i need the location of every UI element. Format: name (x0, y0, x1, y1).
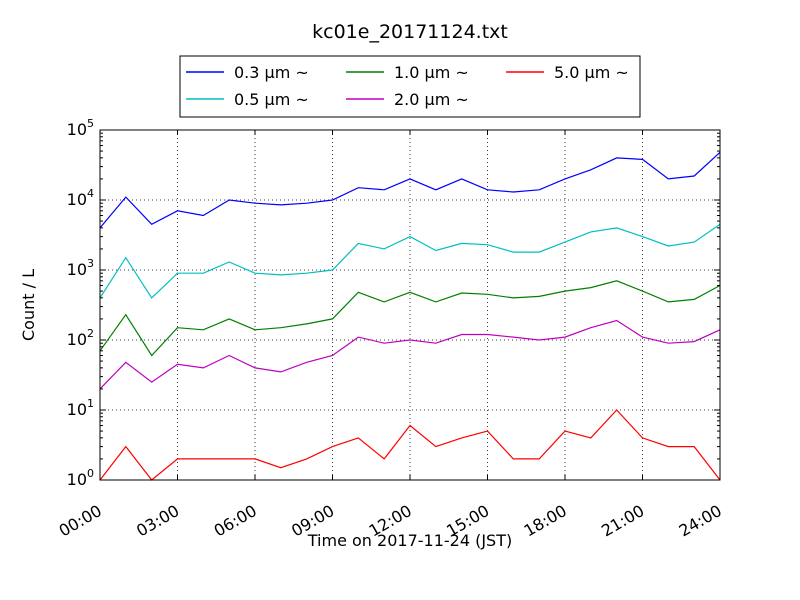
y-tick-label: 105 (67, 117, 94, 139)
x-axis: 00:00 03:00 06:00 09:00 12:00 15:00 18:00 21:00… (56, 130, 725, 541)
x-tick-label: 21:00 (598, 501, 647, 541)
y-tick-label: 101 (67, 397, 94, 419)
x-axis-label: Time on 2017-11-24 (JST) (307, 531, 512, 550)
legend-label-3: 2.0 μm ~ (394, 90, 469, 109)
legend-label-1: 0.5 μm ~ (234, 90, 309, 109)
y-axis-label: Count / L (19, 269, 38, 341)
y-tick-label: 104 (67, 187, 94, 209)
y-tick-label: 102 (67, 327, 94, 349)
series-line-2 (99, 280, 721, 357)
legend-label-4: 5.0 μm ~ (554, 63, 629, 82)
series-line-3 (99, 319, 721, 390)
legend: 0.3 μm ~ 0.5 μm ~ 1.0 μm ~ 2.0 μm ~ 5.0 μm ~ (179, 55, 641, 118)
x-tick-label: 03:00 (133, 501, 182, 541)
x-tick-label: 06:00 (211, 501, 260, 541)
y-tick-label: 100 (67, 467, 94, 489)
legend-label-0: 0.3 μm ~ (234, 63, 309, 82)
x-tick-label: 00:00 (56, 501, 105, 541)
x-tick-label: 24:00 (676, 501, 725, 541)
y-tick-label: 103 (67, 257, 94, 279)
series-lines (99, 151, 721, 481)
chart-title: kc01e_20171124.txt (312, 21, 508, 43)
series-line-4 (99, 409, 721, 481)
series-line-0 (99, 151, 721, 229)
y-axis: 100 101 102 103 104 105 (67, 117, 720, 489)
gridlines (100, 130, 720, 480)
legend-label-2: 1.0 μm ~ (394, 63, 469, 82)
x-tick-label: 18:00 (521, 501, 570, 541)
series-line-1 (99, 223, 721, 299)
legend-box (179, 55, 641, 118)
